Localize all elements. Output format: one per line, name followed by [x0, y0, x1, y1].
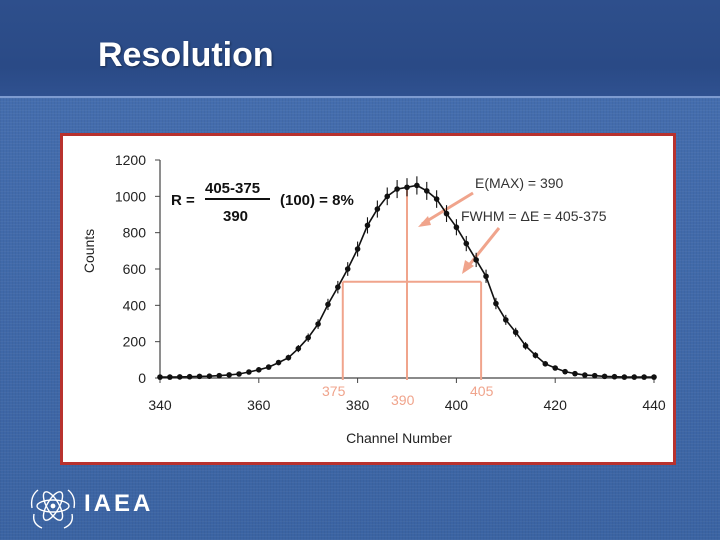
y-tick-label: 1000	[115, 188, 146, 204]
data-point	[611, 373, 618, 380]
data-point	[404, 184, 410, 191]
data-point	[325, 301, 331, 308]
x-tick-label: 400	[445, 397, 469, 413]
marker-label-390: 390	[391, 392, 415, 408]
tick-labels: 0 200 400 600 800 1000 1200 340 360 380 400 420 440	[115, 152, 666, 413]
data-point	[651, 374, 657, 380]
y-tick-label: 600	[123, 261, 147, 277]
marker-label-405: 405	[470, 383, 494, 399]
data-point	[562, 368, 568, 375]
formula-suffix: (100) = 8%	[280, 192, 354, 209]
data-point	[631, 374, 638, 380]
data-point	[394, 186, 400, 192]
data-point	[384, 193, 391, 200]
emax-label: E(MAX) = 390	[475, 175, 564, 191]
data-point	[315, 321, 321, 327]
data-point	[374, 206, 381, 212]
x-tick-label: 360	[247, 397, 271, 413]
data-point	[512, 329, 519, 336]
fwhm-pointer-arrow	[464, 227, 501, 270]
fwhm-arrowhead	[462, 260, 474, 274]
fwhm-label: FWHM = ΔE = 405-375	[461, 208, 607, 224]
formula-numerator: 405-375	[205, 180, 260, 197]
data-point	[463, 240, 470, 247]
data-point	[532, 352, 539, 359]
y-tick-label: 400	[123, 297, 147, 313]
logo-text: IAEA	[84, 490, 154, 517]
annotation-lines	[341, 185, 501, 380]
data-point	[285, 354, 292, 361]
data-point	[226, 372, 232, 378]
emax-arrowhead	[418, 216, 431, 227]
data-point	[443, 210, 450, 217]
data-point	[344, 266, 351, 272]
data-point	[206, 373, 213, 379]
data-point	[236, 371, 242, 377]
data-point	[414, 182, 420, 189]
x-tick-label: 380	[346, 397, 370, 413]
data-point	[167, 374, 173, 380]
x-axis-title: Channel Number	[346, 430, 452, 446]
data-point	[246, 369, 252, 375]
data-point	[503, 317, 509, 323]
data-points	[157, 176, 657, 380]
y-tick-label: 200	[123, 334, 147, 350]
data-point	[483, 273, 489, 280]
y-tick-label: 800	[123, 225, 147, 241]
x-tick-label: 340	[148, 397, 172, 413]
iaea-logo: IAEA	[28, 484, 198, 530]
data-point	[305, 334, 311, 341]
data-point	[572, 370, 578, 377]
data-point	[265, 364, 272, 370]
data-point	[621, 374, 628, 380]
emax-pointer-arrow	[421, 191, 474, 226]
marker-label-375: 375	[322, 383, 346, 399]
data-point	[542, 361, 549, 367]
formula-denominator: 390	[223, 208, 248, 225]
atom-emblem-icon	[30, 489, 76, 529]
data-point	[295, 345, 302, 352]
data-point	[423, 188, 430, 194]
data-point	[552, 365, 558, 371]
data-point	[433, 196, 440, 202]
data-point	[176, 374, 183, 380]
chart-frame: 0 200 400 600 800 1000 1200 340 360 380 400 420 440 …	[60, 133, 676, 465]
formula-prefix: R =	[171, 192, 195, 209]
x-tick-label: 420	[544, 397, 568, 413]
data-point	[364, 222, 371, 229]
data-point	[473, 257, 479, 263]
data-point	[522, 343, 529, 349]
data-point	[591, 372, 598, 379]
data-point	[582, 372, 588, 378]
data-point	[186, 373, 193, 380]
data-point	[641, 374, 647, 380]
data-point	[275, 359, 282, 366]
data-point	[493, 300, 499, 307]
data-point	[196, 373, 203, 380]
data-point	[335, 284, 341, 290]
slide-title: Resolution	[98, 36, 274, 74]
y-tick-label: 1200	[115, 152, 146, 168]
x-tick-label: 440	[642, 397, 666, 413]
title-band	[0, 0, 720, 98]
y-axis-title: Counts	[81, 229, 97, 273]
y-tick-label: 0	[138, 370, 146, 386]
data-point	[256, 367, 262, 373]
data-point	[157, 374, 163, 380]
data-point	[601, 373, 608, 380]
data-point	[453, 224, 460, 231]
data-point	[354, 246, 361, 252]
data-point	[216, 372, 223, 379]
